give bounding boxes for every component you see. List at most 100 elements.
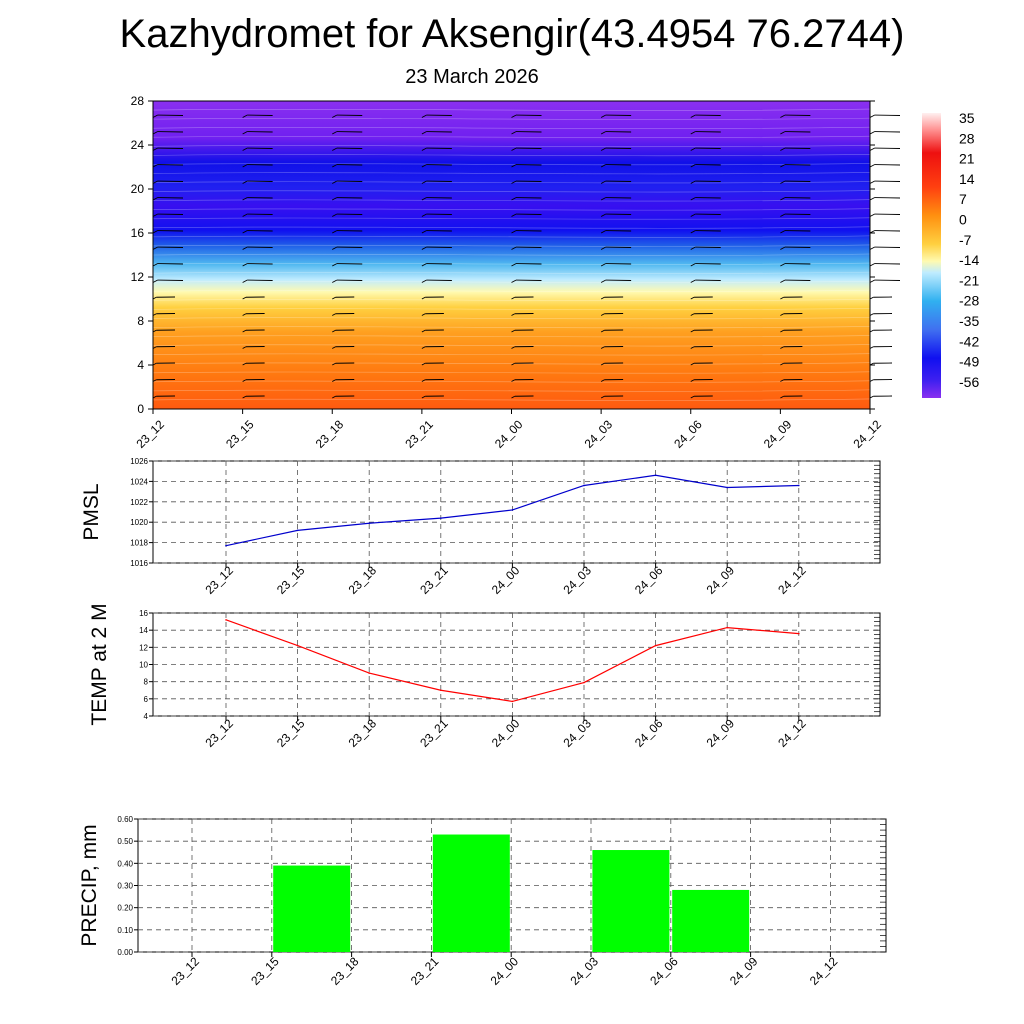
wind-barb-staff (780, 164, 786, 168)
wind-barb-staff (511, 197, 517, 201)
x-tick-label: 23_21 (402, 417, 436, 451)
y-tick-label: 16 (139, 609, 148, 618)
wind-barb-staff (152, 379, 157, 382)
contour-line (152, 262, 871, 265)
wind-barb-staff (511, 147, 517, 151)
wind-barb-staff (690, 329, 695, 333)
wind-barb-staff (690, 263, 696, 267)
wind-barb-staff (332, 313, 336, 316)
wind-barb-staff (511, 346, 516, 349)
wind-barb-staff (242, 164, 248, 168)
y-tick-label: 6 (144, 695, 149, 704)
wind-barb-staff (690, 362, 695, 366)
data-point (726, 486, 728, 489)
wind-barb-staff (332, 180, 337, 184)
y-tick-label: 28 (131, 94, 145, 108)
contour-line (152, 117, 871, 120)
wind-barb-staff (332, 279, 337, 283)
contour-line (152, 371, 871, 374)
wind-barb-staff (600, 362, 605, 366)
wind-barb-staff (690, 180, 696, 184)
wind-barb-staff (242, 246, 248, 250)
data-point (798, 632, 800, 635)
wind-barb-staff (421, 131, 427, 135)
wind-barb-staff (421, 263, 427, 267)
contour-line (152, 154, 871, 157)
y-tick-label: 0.60 (117, 815, 133, 824)
wind-barb-staff (332, 164, 337, 168)
wind-barb-staff (332, 362, 336, 366)
wind-barb-staff (600, 279, 606, 283)
contour-line (152, 362, 871, 365)
data-point (583, 681, 585, 684)
x-tick-label: 23_18 (313, 417, 347, 451)
y-tick-label: 1016 (130, 559, 148, 568)
contour-line (152, 353, 871, 356)
x-tick-label: 24_09 (704, 716, 738, 750)
wind-barb-staff (600, 395, 605, 399)
x-tick-label: 24_00 (492, 417, 526, 451)
wind-barb-staff (869, 213, 875, 217)
x-tick-label: 24_09 (704, 563, 738, 597)
colorbar-label: -28 (959, 293, 979, 309)
x-tick-label: 24_06 (632, 716, 666, 750)
wind-barb-staff (332, 197, 337, 201)
wind-barb-staff (690, 379, 695, 382)
colorbar-label: 28 (959, 130, 975, 146)
precip-panel: 0.00 0.10 0.20 0.30 0.40 0.50 0.60 23_12 23_15 23… (78, 815, 887, 988)
x-tick-label: 23_12 (202, 563, 236, 597)
chart-title: Kazhydromet for Aksengir(43.4954 76.2744… (119, 12, 905, 56)
wind-barb-staff (690, 246, 696, 250)
wind-barb-staff (242, 296, 247, 300)
wind-barb-staff (780, 296, 784, 300)
wind-barb-staff (421, 395, 426, 399)
wind-barb-staff (242, 213, 248, 217)
data-point (225, 619, 227, 621)
wind-barb-staff (869, 180, 875, 184)
y-tick-label: 1024 (130, 477, 148, 486)
y-tick-label: 12 (139, 643, 148, 652)
x-tick-label: 23_15 (223, 417, 257, 451)
wind-barb-staff (511, 164, 517, 168)
pmsl-panel: 1016 1018 1020 1022 1024 1026 23_12 23_15 23_18 2… (80, 457, 881, 597)
wind-barb-staff (152, 147, 158, 151)
contour-line (152, 298, 871, 302)
precip-bar (672, 889, 750, 952)
contour-line (152, 235, 871, 238)
x-tick-label: 24_03 (582, 417, 616, 451)
wind-barb-staff (421, 246, 427, 250)
wind-barb-staff (869, 131, 875, 135)
colorbar-label: 7 (959, 191, 967, 207)
x-tick-label: 24_12 (775, 716, 809, 750)
x-tick-label: 23_15 (274, 716, 308, 750)
contour-line (152, 190, 871, 193)
x-tick-label: 23_15 (274, 563, 308, 597)
wind-barb-staff (869, 279, 875, 283)
data-point (654, 644, 657, 647)
contour-line (152, 289, 871, 292)
wind-barb-staff (511, 379, 516, 382)
x-tick-label: 24_09 (761, 417, 795, 451)
y-tick-label: 1020 (130, 518, 148, 527)
wind-barb-staff (511, 131, 517, 135)
wind-barb-staff (152, 346, 157, 349)
y-tick-label: 8 (144, 678, 149, 687)
wind-barb-staff (511, 230, 517, 234)
wind-barb-staff (690, 197, 696, 201)
wind-barb-staff (690, 147, 696, 151)
wind-barb-staff (511, 279, 517, 283)
y-axis-title: PMSL (80, 483, 103, 540)
wind-barb-staff (421, 213, 427, 217)
precip-bar (592, 850, 670, 952)
contour-line (152, 226, 871, 229)
data-point (511, 700, 514, 703)
wind-barb-staff (152, 313, 157, 316)
wind-barb-staff (511, 263, 517, 267)
wind-barb-staff (869, 329, 874, 333)
wind-barb-staff (242, 313, 247, 316)
wind-barb-staff (421, 329, 426, 333)
x-tick-label: 23_15 (248, 954, 282, 988)
wind-barb-staff (421, 164, 427, 168)
y-tick-label: 12 (131, 270, 145, 284)
x-tick-label: 24_03 (560, 716, 594, 750)
